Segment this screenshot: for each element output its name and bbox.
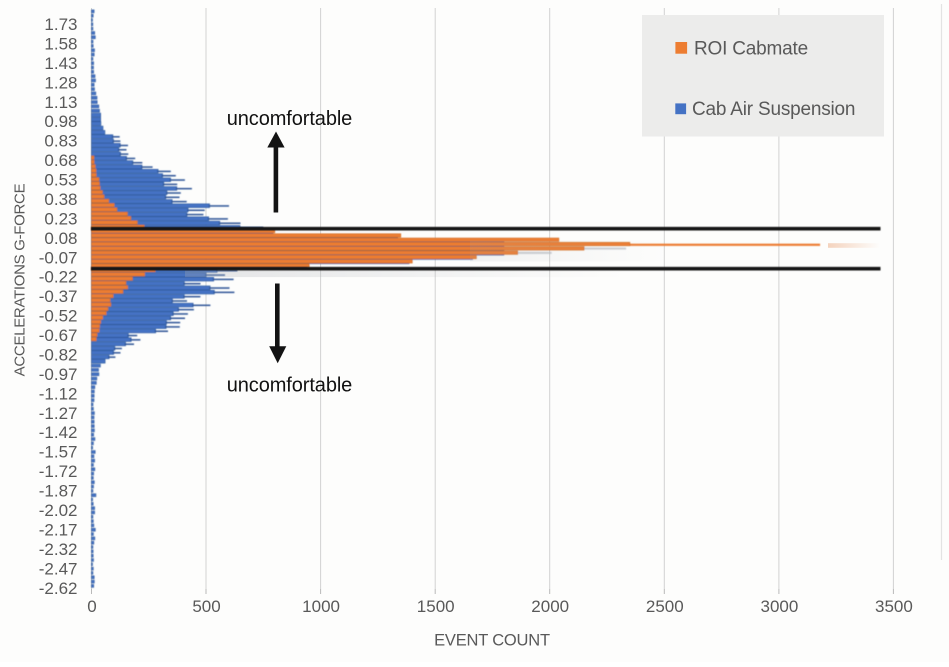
svg-text:-2.47: -2.47: [39, 559, 78, 578]
svg-text:-0.52: -0.52: [39, 307, 78, 326]
svg-text:-0.07: -0.07: [39, 248, 78, 267]
svg-text:1.43: 1.43: [44, 54, 77, 73]
svg-text:0.38: 0.38: [44, 190, 77, 209]
svg-text:-2.62: -2.62: [39, 579, 78, 598]
svg-text:-0.22: -0.22: [39, 268, 78, 287]
svg-text:EVENT COUNT: EVENT COUNT: [434, 632, 550, 650]
svg-text:0.98: 0.98: [44, 112, 77, 131]
svg-text:0.53: 0.53: [44, 171, 77, 190]
svg-text:ACCELERATIONS G-FORCE: ACCELERATIONS G-FORCE: [12, 183, 29, 376]
svg-text:-2.17: -2.17: [39, 520, 78, 539]
svg-text:0.23: 0.23: [44, 209, 77, 228]
svg-text:500: 500: [192, 597, 220, 616]
svg-text:1.28: 1.28: [44, 73, 77, 92]
svg-text:-0.82: -0.82: [39, 346, 78, 365]
svg-text:1.58: 1.58: [44, 34, 77, 53]
svg-text:0: 0: [87, 597, 96, 616]
svg-text:-1.42: -1.42: [39, 423, 78, 442]
svg-text:2500: 2500: [646, 597, 684, 616]
svg-text:0.68: 0.68: [44, 151, 77, 170]
svg-text:2000: 2000: [531, 597, 569, 616]
svg-text:-1.57: -1.57: [39, 443, 78, 462]
svg-text:-0.37: -0.37: [39, 287, 78, 306]
svg-text:-1.87: -1.87: [39, 482, 78, 501]
svg-text:3000: 3000: [760, 597, 798, 616]
svg-text:0.08: 0.08: [44, 229, 77, 248]
svg-text:1000: 1000: [302, 597, 340, 616]
svg-text:ROI Cabmate: ROI Cabmate: [694, 39, 808, 60]
svg-text:-0.97: -0.97: [39, 365, 78, 384]
svg-text:-1.12: -1.12: [39, 384, 78, 403]
svg-text:1500: 1500: [417, 597, 455, 616]
svg-text:3500: 3500: [875, 597, 913, 616]
svg-text:-1.72: -1.72: [39, 462, 78, 481]
svg-text:0.83: 0.83: [44, 132, 77, 151]
svg-text:-2.02: -2.02: [39, 501, 78, 520]
svg-text:uncomfortable: uncomfortable: [227, 108, 352, 130]
svg-text:-1.27: -1.27: [39, 404, 78, 423]
svg-text:-2.32: -2.32: [39, 540, 78, 559]
svg-text:-0.67: -0.67: [39, 326, 78, 345]
svg-text:1.13: 1.13: [44, 93, 77, 112]
svg-text:1.73: 1.73: [44, 15, 77, 34]
svg-text:Cab Air Suspension: Cab Air Suspension: [692, 99, 855, 120]
svg-text:uncomfortable: uncomfortable: [227, 375, 352, 397]
